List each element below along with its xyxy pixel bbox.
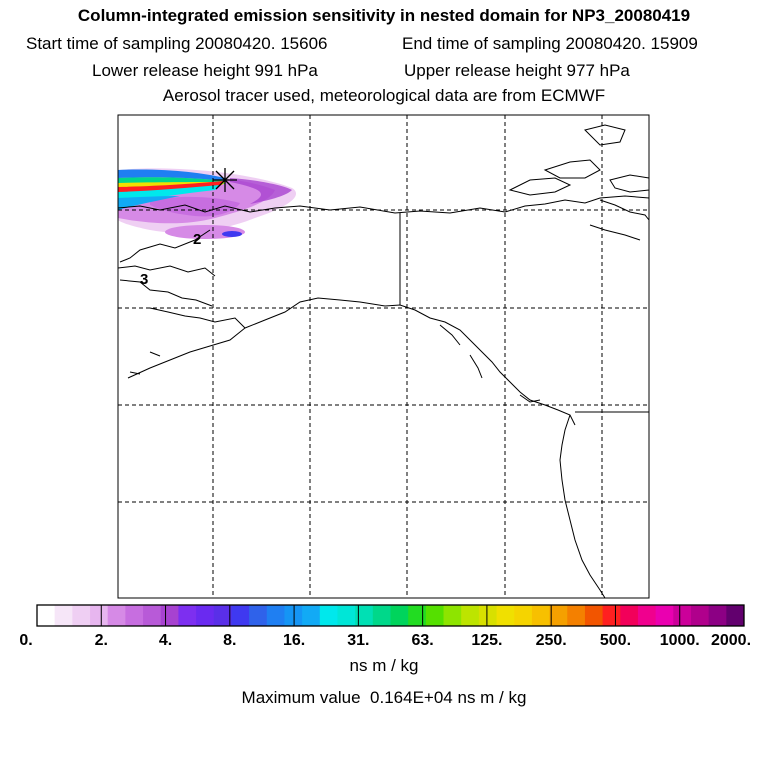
colorbar-swatch xyxy=(284,605,303,626)
colorbar-units: ns m / kg xyxy=(349,656,419,675)
colorbar-label: 2. xyxy=(94,632,108,649)
colorbar-label: 1000. xyxy=(659,632,700,649)
asterisk-icon xyxy=(213,168,237,192)
start-time-label: Start time of sampling 20080420. 15606 xyxy=(26,34,328,53)
colorbar-swatch xyxy=(54,605,73,626)
aerosol-label: Aerosol tracer used, meteorological data… xyxy=(162,86,606,105)
colorbar-swatch xyxy=(319,605,338,626)
colorbar-swatch xyxy=(125,605,144,626)
colorbar-swatch xyxy=(355,605,374,626)
marker-3: 3 xyxy=(140,271,148,288)
colorbar-swatch xyxy=(567,605,586,626)
colorbar-swatch xyxy=(178,605,197,626)
colorbar-label: 31. xyxy=(347,632,370,649)
colorbar-swatch xyxy=(637,605,657,626)
colorbar-frame xyxy=(36,604,745,627)
colorbar-swatch xyxy=(266,605,285,626)
colorbar-label: 250. xyxy=(535,632,567,649)
colorbar-swatch xyxy=(584,605,604,626)
colorbar-swatch xyxy=(496,605,515,626)
colorbar-label: 500. xyxy=(599,632,632,649)
colorbar-swatch xyxy=(726,605,745,626)
colorbar-swatch xyxy=(213,605,232,626)
colorbar-swatch xyxy=(337,605,356,626)
colorbar-swatch xyxy=(690,605,710,626)
colorbar-swatch xyxy=(107,605,126,626)
plume xyxy=(118,168,297,239)
colorbar-swatch xyxy=(549,605,568,626)
colorbar-swatch xyxy=(531,605,551,626)
colorbar-label: 0. xyxy=(19,632,33,649)
colorbar-swatch xyxy=(443,605,462,626)
colorbar-swatch xyxy=(231,605,250,626)
colorbar-swatch xyxy=(461,605,480,626)
max-value-units: ns m / kg xyxy=(457,688,527,707)
colorbar-label: 125. xyxy=(471,632,503,649)
page-title: Column-integrated emission sensitivity i… xyxy=(77,6,691,25)
colorbar-swatch xyxy=(72,605,91,626)
graticule xyxy=(118,115,649,598)
colorbar-swatch xyxy=(655,605,674,626)
colorbar-swatch xyxy=(302,605,321,626)
upper-height-label: Upper release height 977 hPa xyxy=(404,61,630,80)
max-value: 0.164E+04 xyxy=(370,688,453,707)
colorbar-label: 2000. xyxy=(710,632,752,649)
colorbar-swatch xyxy=(143,605,162,626)
colorbar-swatch xyxy=(372,605,391,626)
colorbar-label: 4. xyxy=(158,632,173,649)
colorbar-swatch xyxy=(196,605,215,626)
lower-height-label: Lower release height 991 hPa xyxy=(92,61,318,80)
colorbar-swatch xyxy=(390,605,409,626)
max-value-line: Maximum value 0.164E+04 ns m / kg xyxy=(0,688,768,708)
colorbar-label: 63. xyxy=(411,632,434,649)
colorbar-swatch xyxy=(37,605,56,626)
max-value-label: Maximum value xyxy=(241,688,361,707)
colorbar-swatch xyxy=(673,605,692,626)
marker-2: 2 xyxy=(193,231,201,248)
coastlines xyxy=(118,124,649,598)
colorbar-swatch xyxy=(620,605,639,626)
map-frame xyxy=(117,114,650,599)
colorbar xyxy=(37,605,745,626)
colorbar-swatch xyxy=(425,605,445,626)
colorbar-swatch xyxy=(160,605,179,626)
end-time-label: End time of sampling 20080420. 15909 xyxy=(402,34,698,53)
colorbar-swatch xyxy=(514,605,533,626)
colorbar-swatch xyxy=(708,605,727,626)
colorbar-label: 16. xyxy=(282,632,306,649)
colorbar-swatch xyxy=(408,605,427,626)
colorbar-label: 8. xyxy=(223,632,237,649)
colorbar-swatch xyxy=(90,605,109,626)
colorbar-swatch xyxy=(478,605,498,626)
colorbar-swatch xyxy=(249,605,268,626)
colorbar-swatch xyxy=(602,605,621,626)
